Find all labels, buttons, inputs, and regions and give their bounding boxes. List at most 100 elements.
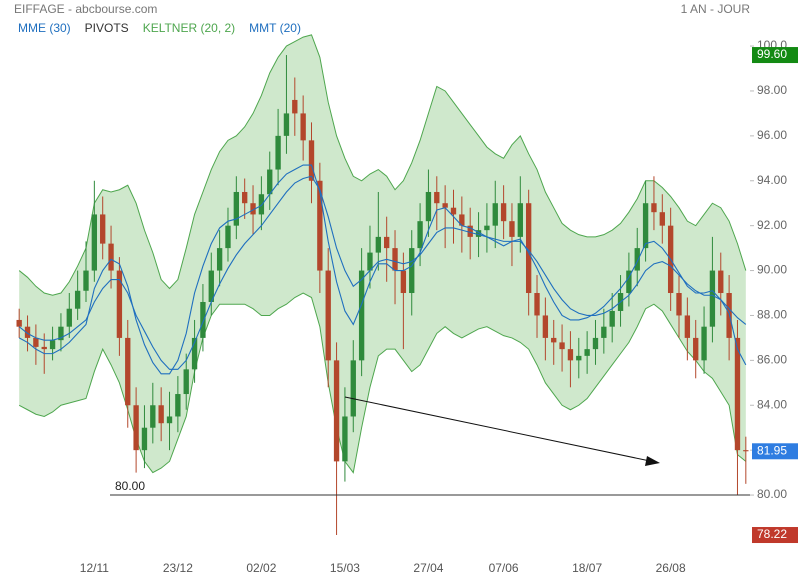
y-tick-label: 98.00	[757, 83, 787, 97]
candle-body	[609, 310, 615, 327]
candle-body	[24, 326, 31, 338]
candle-body	[242, 191, 248, 204]
candle-body	[275, 135, 281, 170]
candle-body	[233, 191, 240, 226]
candle-body	[551, 337, 557, 343]
x-tick-label: 07/06	[489, 561, 519, 575]
candle-body	[392, 248, 398, 271]
candle-body	[701, 326, 707, 361]
moving-average	[18, 164, 747, 375]
candle-body	[358, 270, 365, 361]
candle-body	[58, 326, 64, 341]
candle-body	[634, 248, 640, 271]
candle-body	[484, 225, 490, 231]
candle-body	[534, 293, 540, 316]
candle-body	[367, 252, 373, 271]
y-tick-label: 94.00	[757, 173, 787, 187]
candle-body	[592, 337, 599, 350]
candle-body	[175, 394, 181, 417]
legend-entry: PIVOTS	[85, 21, 129, 35]
candle-body	[409, 248, 415, 294]
candle-body	[676, 293, 682, 316]
pivot-label: 80.00	[115, 479, 145, 493]
overlay	[344, 396, 660, 466]
candle-body	[141, 427, 148, 451]
candle-body	[567, 349, 574, 361]
candle-body	[559, 342, 565, 350]
candle-body	[258, 194, 265, 215]
candle-body	[200, 301, 206, 338]
candle-body	[250, 203, 256, 215]
candle-body	[283, 113, 290, 136]
x-tick-label: 02/02	[246, 561, 276, 575]
candle-body	[584, 349, 590, 356]
x-tick-label: 12/11	[80, 561, 109, 575]
candle-body	[100, 214, 106, 244]
candle-body	[33, 337, 39, 347]
candle-body	[500, 203, 507, 222]
candle-body	[709, 270, 716, 327]
candle-body	[342, 416, 348, 462]
candle-body	[325, 270, 331, 361]
y-tick-label: 84.00	[757, 397, 787, 411]
candle-body	[183, 369, 189, 395]
y-tick-label: 86.00	[757, 353, 787, 367]
candle-body	[684, 315, 691, 338]
price-tag-label: 81.95	[757, 443, 787, 457]
candle-body	[734, 337, 741, 451]
keltner-lower	[18, 292, 747, 474]
plot-area: 80.0082.0084.0086.0088.0090.0092.0094.00…	[16, 21, 787, 575]
candle-body	[442, 203, 448, 208]
candle-body	[41, 346, 47, 350]
price-tag-label: 78.22	[757, 527, 787, 541]
legend-entry: KELTNER (20, 2)	[143, 21, 235, 35]
legend-entry: MMT (20)	[249, 21, 301, 35]
price-tag	[752, 443, 798, 460]
candle-body	[467, 225, 473, 237]
candle-body	[417, 221, 423, 249]
x-tick-label: 15/03	[330, 561, 360, 575]
candle-body	[659, 212, 665, 226]
candle-body	[292, 99, 298, 114]
candle-body	[375, 236, 381, 253]
candle-body	[576, 355, 582, 361]
period: 1 AN - JOUR	[681, 2, 751, 16]
trend-arrow	[344, 396, 651, 462]
candle-body	[350, 360, 356, 417]
candle-body	[300, 113, 306, 141]
candle-body	[317, 180, 323, 271]
keltner-upper	[18, 34, 747, 296]
candle-body	[66, 308, 72, 327]
candle-body	[308, 140, 315, 181]
candle-body	[651, 203, 657, 213]
x-tick-label: 23/12	[163, 561, 193, 575]
candle-body	[434, 191, 440, 204]
arrow-head	[645, 456, 660, 466]
candle-body	[400, 270, 407, 294]
x-tick-label: 18/07	[572, 561, 602, 575]
candle-body	[384, 236, 390, 249]
candle-body	[133, 405, 139, 451]
candle-body	[191, 337, 198, 370]
candle-body	[450, 207, 457, 215]
candle-body	[267, 169, 273, 195]
candle-body	[83, 270, 89, 291]
candle-body	[475, 230, 482, 237]
keltner-fill	[19, 34, 746, 473]
moving-average	[18, 175, 747, 370]
price-tag-label: 99.60	[757, 47, 787, 61]
candle-body	[509, 221, 515, 237]
candle-body	[642, 203, 649, 249]
candle-body	[49, 340, 56, 350]
y-tick-label: 80.00	[757, 487, 787, 501]
chart-title: EIFFAGE - abcbourse.com	[14, 2, 157, 16]
candle-body	[108, 243, 114, 271]
candle-body	[333, 360, 340, 462]
candle-body	[16, 319, 22, 327]
candle-body	[74, 290, 81, 309]
candle-body	[743, 450, 749, 452]
x-tick-label: 26/08	[656, 561, 686, 575]
candle-body	[626, 270, 632, 294]
